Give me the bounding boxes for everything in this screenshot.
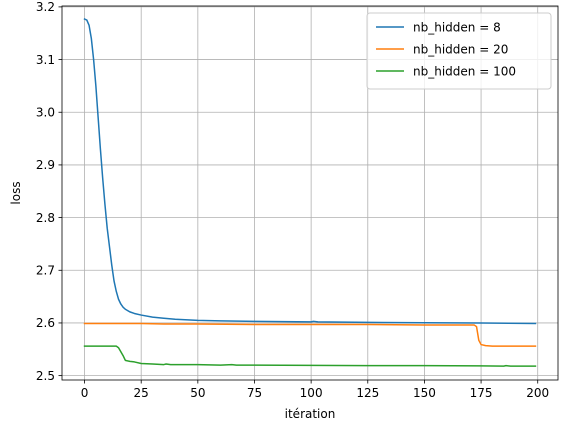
- y-tick-label: 3.0: [36, 105, 55, 119]
- series-line-2: [83, 322, 537, 347]
- legend-frame: [366, 12, 552, 90]
- plot-series: [83, 18, 537, 367]
- y-tick-label: 2.6: [36, 316, 55, 330]
- x-tick-label: 100: [300, 386, 323, 400]
- y-tick-label: 2.8: [36, 211, 55, 225]
- series-line-3: [83, 345, 537, 367]
- y-tick-label: 2.9: [36, 158, 55, 172]
- y-tick-label: 3.2: [36, 0, 55, 14]
- x-tick-label: 75: [247, 386, 262, 400]
- plot-frame: [61, 5, 559, 381]
- y-axis-label: loss: [9, 181, 23, 204]
- x-tick-label: 125: [356, 386, 379, 400]
- x-tick-label: 0: [81, 386, 89, 400]
- x-tick-label: 150: [413, 386, 436, 400]
- y-tick-label: 2.7: [36, 263, 55, 277]
- y-tick-label: 2.5: [36, 369, 55, 383]
- x-tick-label: 25: [134, 386, 149, 400]
- series-line-1: [83, 18, 537, 325]
- x-tick-label: 50: [190, 386, 205, 400]
- x-axis: 0 25 50 75 100 125 150 175 200: [81, 380, 549, 400]
- y-axis: 2.5 2.6 2.7 2.8 2.9 3.0 3.1 3.2: [36, 0, 62, 383]
- x-axis-label: itération: [285, 407, 336, 421]
- x-tick-label: 200: [526, 386, 549, 400]
- legend: nb_hidden = 8 nb_hidden = 20 nb_hidden = 1…: [366, 12, 552, 90]
- legend-label-2: nb_hidden = 20: [413, 42, 508, 56]
- y-tick-label: 3.1: [36, 53, 55, 67]
- legend-label-1: nb_hidden = 8: [413, 20, 501, 34]
- legend-label-3: nb_hidden = 100: [413, 64, 516, 78]
- x-tick-label: 175: [470, 386, 493, 400]
